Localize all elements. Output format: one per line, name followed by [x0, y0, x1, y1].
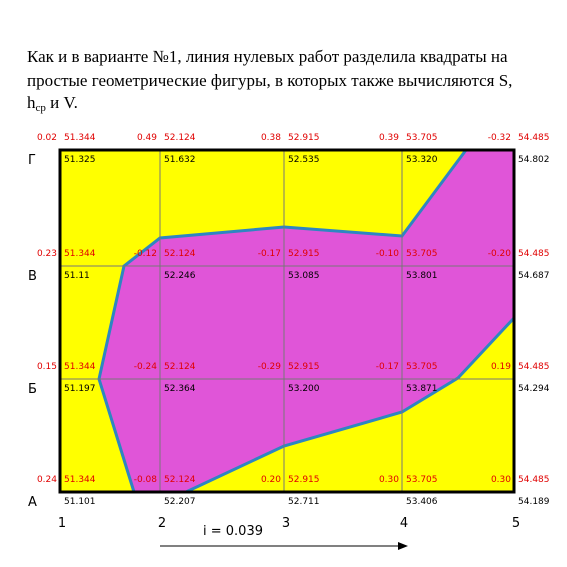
- design-mark: 52.915: [288, 362, 320, 372]
- work-value: 0.24: [37, 475, 57, 485]
- work-value: -0.24: [134, 362, 158, 372]
- actual-mark: 53.871: [406, 384, 438, 394]
- work-value: 0.30: [491, 475, 511, 485]
- column-number: 4: [400, 516, 408, 531]
- design-mark: 52.124: [164, 133, 196, 143]
- design-mark: 52.915: [288, 249, 320, 259]
- actual-mark: 51.632: [164, 155, 196, 165]
- column-number: 1: [58, 516, 66, 531]
- design-mark: 52.124: [164, 249, 196, 259]
- actual-mark: 52.535: [288, 155, 320, 165]
- actual-mark: 51.101: [64, 497, 96, 507]
- actual-mark: 54.802: [518, 155, 550, 165]
- design-mark: 51.344: [64, 362, 96, 372]
- work-value: -0.10: [376, 249, 400, 259]
- design-mark: 54.485: [518, 362, 550, 372]
- border: [58, 148, 516, 494]
- work-value: -0.12: [134, 249, 157, 259]
- work-value: -0.17: [258, 249, 281, 259]
- actual-mark: 54.189: [518, 497, 550, 507]
- actual-mark: 52.364: [164, 384, 196, 394]
- work-value: -0.32: [488, 133, 511, 143]
- actual-mark: 51.197: [64, 384, 96, 394]
- actual-mark: 54.294: [518, 384, 550, 394]
- actual-mark: 53.320: [406, 155, 438, 165]
- work-value: 0.39: [379, 133, 399, 143]
- work-value: 0.23: [37, 249, 57, 259]
- design-mark: 51.344: [64, 475, 96, 485]
- actual-mark: 53.085: [288, 271, 320, 281]
- heading-line: Как и в варианте №1, линия нулевых работ…: [27, 47, 508, 66]
- actual-mark: 51.325: [64, 155, 96, 165]
- design-mark: 51.344: [64, 133, 96, 143]
- heading-end: и V.: [46, 93, 78, 112]
- column-number: 3: [282, 516, 290, 531]
- work-value: 0.38: [261, 133, 281, 143]
- design-mark: 52.915: [288, 475, 320, 485]
- column-number: 5: [512, 516, 520, 531]
- work-value: -0.20: [488, 249, 512, 259]
- actual-mark: 52.711: [288, 497, 320, 507]
- actual-mark: 53.801: [406, 271, 438, 281]
- h-subscript: ср: [36, 102, 47, 114]
- design-mark: 53.705: [406, 362, 438, 372]
- actual-mark: 52.207: [164, 497, 196, 507]
- design-mark: 52.124: [164, 362, 196, 372]
- design-mark: 53.705: [406, 249, 438, 259]
- work-value: -0.17: [376, 362, 399, 372]
- row-label: Г: [28, 153, 36, 168]
- heading-line: hср и V.: [27, 93, 78, 114]
- work-value: 0.49: [137, 133, 157, 143]
- design-mark: 54.485: [518, 133, 550, 143]
- design-mark: 53.705: [406, 133, 438, 143]
- row-label: А: [28, 495, 37, 510]
- actual-mark: 54.687: [518, 271, 550, 281]
- h-symbol: h: [27, 93, 36, 112]
- actual-mark: 51.11: [64, 271, 90, 281]
- column-number: 2: [158, 516, 166, 531]
- design-mark: 54.485: [518, 249, 550, 259]
- design-mark: 51.344: [64, 249, 96, 259]
- actual-mark: 52.246: [164, 271, 196, 281]
- heading-line: простые геометрические фигуры, в которых…: [27, 71, 512, 90]
- work-value: 0.20: [261, 475, 281, 485]
- work-value: 0.02: [37, 133, 57, 143]
- row-label: Б: [28, 382, 37, 397]
- design-mark: 52.124: [164, 475, 196, 485]
- work-value: 0.15: [37, 362, 57, 372]
- design-mark: 52.915: [288, 133, 320, 143]
- slope: i = 0.039: [203, 524, 263, 539]
- work-value: 0.30: [379, 475, 399, 485]
- design-mark: 54.485: [518, 475, 550, 485]
- grid: [60, 150, 514, 492]
- work-value: 0.19: [491, 362, 511, 372]
- row-label: В: [28, 269, 37, 284]
- work-value: -0.29: [258, 362, 282, 372]
- design-mark: 53.705: [406, 475, 438, 485]
- arrow-head: [398, 542, 408, 550]
- actual-mark: 53.200: [288, 384, 320, 394]
- actual-mark: 53.406: [406, 497, 438, 507]
- work-value: -0.08: [134, 475, 158, 485]
